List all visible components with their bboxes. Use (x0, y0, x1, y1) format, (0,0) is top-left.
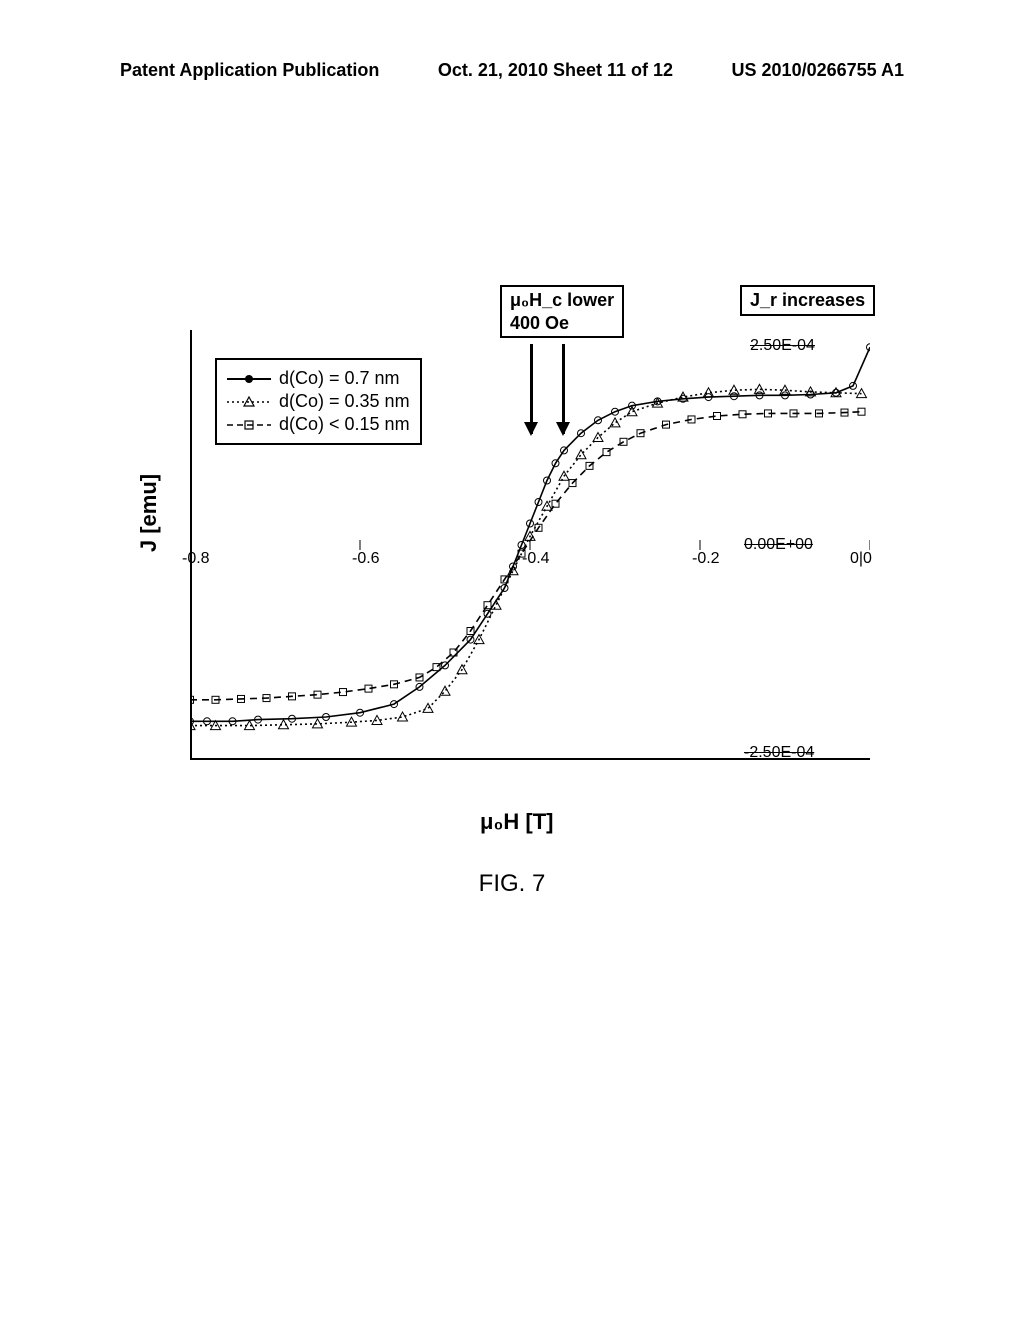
header-right: US 2010/0266755 A1 (732, 60, 904, 81)
header-center: Oct. 21, 2010 Sheet 11 of 12 (438, 60, 673, 81)
chart-figure: J [emu] μ₀H [T] μ₀H_c lower 400 Oe J_r i… (130, 300, 890, 800)
jr-increases-annotation: J_r increases (740, 285, 875, 316)
header-left: Patent Application Publication (120, 60, 379, 81)
plot-svg (190, 330, 870, 760)
y-axis-label: J [emu] (136, 474, 162, 552)
figure-caption: FIG. 7 (0, 870, 1024, 898)
x-axis-label: μ₀H [T] (480, 809, 553, 835)
hc-anno-line1: μ₀H_c lower (510, 289, 614, 312)
